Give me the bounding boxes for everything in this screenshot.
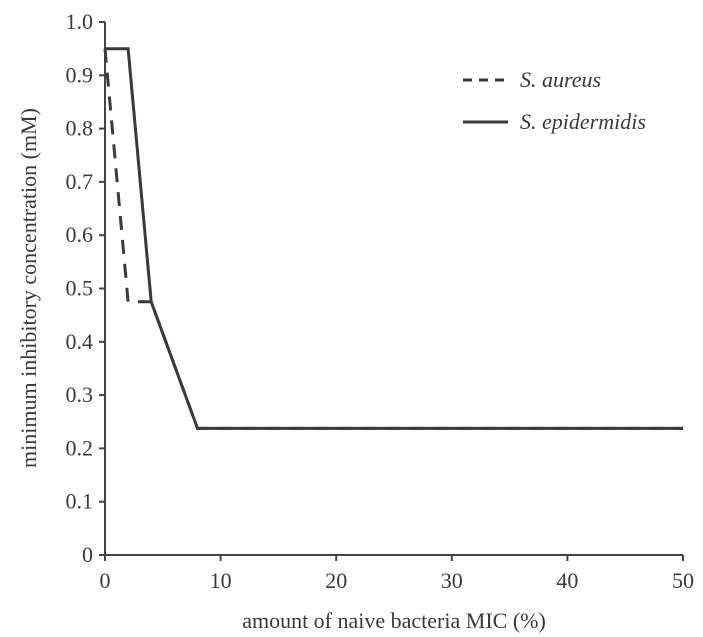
y-tick-label: 0.4 (66, 329, 94, 354)
y-tick-label: 0.1 (66, 489, 94, 514)
x-tick-group: 0 10 20 30 40 50 (100, 555, 694, 593)
x-axis-label: amount of naive bacteria MIC (%) (242, 608, 546, 633)
series-group (103, 47, 683, 430)
y-tick-group: 0 0.1 0.2 0.3 0.4 0.5 0.6 0.7 0.8 0.9 1.0 (66, 9, 105, 567)
x-tick-label: 0 (100, 568, 111, 593)
series-line-s-epidermidis (105, 47, 683, 430)
y-tick-label: 0.3 (66, 382, 94, 407)
y-tick-label: 0.6 (66, 222, 94, 247)
x-tick-label: 20 (325, 568, 347, 593)
legend: S. aureus S. epidermidis (463, 67, 646, 134)
y-tick-label: 0.5 (66, 276, 94, 301)
x-tick-label: 40 (556, 568, 578, 593)
y-tick-label: 0.8 (66, 116, 94, 141)
y-tick-label: 0 (82, 542, 93, 567)
legend-label-s-aureus: S. aureus (520, 67, 601, 92)
x-tick-label: 30 (441, 568, 463, 593)
y-tick-label: 0.2 (66, 435, 94, 460)
y-axis-label: minimum inhibitory concentration (mM) (16, 108, 41, 468)
y-tick-label: 0.9 (66, 62, 94, 87)
y-tick-label: 1.0 (66, 9, 94, 34)
x-tick-label: 10 (210, 568, 232, 593)
legend-label-s-epidermidis: S. epidermidis (520, 109, 646, 134)
x-tick-label: 50 (672, 568, 694, 593)
y-tick-label: 0.7 (66, 169, 94, 194)
series-line-s-aureus (103, 48, 683, 430)
